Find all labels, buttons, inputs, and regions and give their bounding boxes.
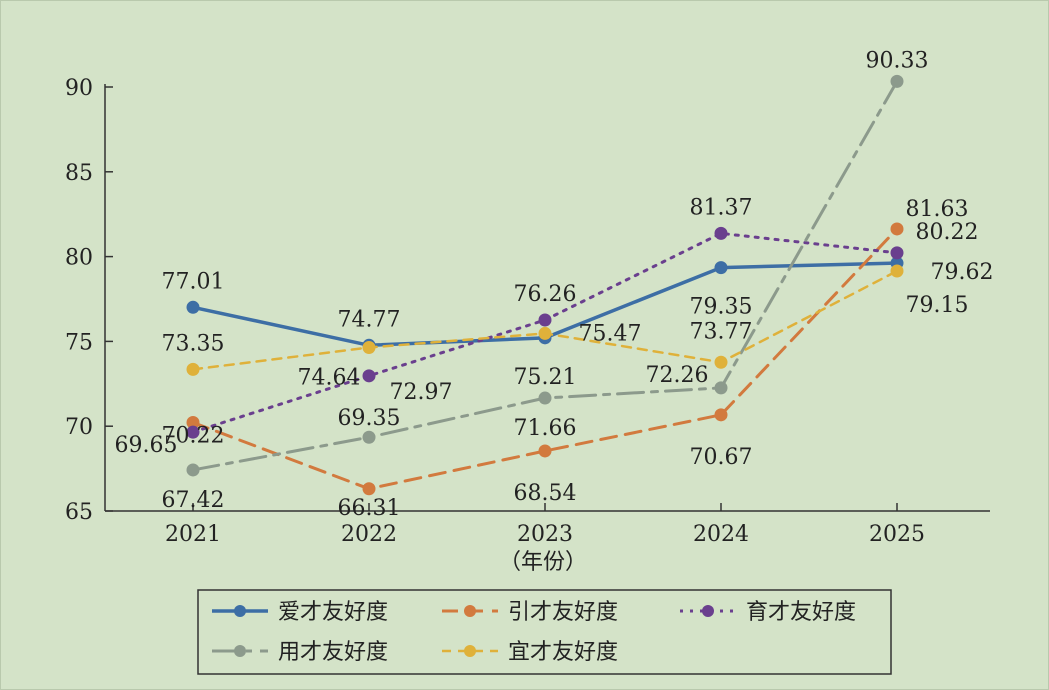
data-label: 71.66: [514, 416, 577, 441]
data-label: 79.62: [931, 260, 994, 285]
data-label: 81.63: [906, 197, 969, 222]
data-label: 74.64: [298, 366, 361, 391]
data-point: [186, 300, 200, 314]
data-label: 76.26: [514, 282, 577, 307]
x-tick-label: 2022: [341, 522, 397, 547]
data-point: [714, 226, 728, 240]
data-labels: 77.01 74.77 75.21 79.35 79.62 70.22 66.31 68.54…: [115, 48, 994, 520]
data-label: 79.35: [690, 295, 753, 320]
x-tick-label: 2021: [165, 522, 221, 547]
data-point: [714, 408, 728, 422]
legend-label: 爱才友好度: [278, 600, 388, 625]
legend-label: 育才友好度: [746, 600, 856, 625]
x-tick-label: 2025: [869, 522, 925, 547]
legend-swatch-marker: [702, 605, 714, 617]
data-label: 81.37: [690, 195, 753, 220]
data-point: [890, 222, 904, 236]
data-point: [538, 444, 552, 458]
data-label: 70.22: [162, 423, 225, 448]
data-label: 75.21: [514, 365, 577, 390]
data-point: [714, 261, 728, 275]
legend-swatch-marker: [234, 605, 246, 617]
series-line-4: [191, 79, 899, 472]
data-point: [890, 74, 904, 88]
series-line-2: [191, 227, 899, 491]
data-point: [890, 264, 904, 278]
data-point: [186, 362, 200, 376]
data-point: [538, 313, 552, 327]
axes: 65 70 75 80 85 90 2021 2022 2023 2024 2025: [65, 76, 990, 547]
legend-label: 用才友好度: [278, 640, 388, 665]
y-tick-label: 75: [65, 330, 93, 355]
legend-swatch-marker: [464, 605, 476, 617]
y-tick-label: 65: [65, 500, 93, 525]
series-group: [186, 74, 904, 496]
data-label: 67.42: [162, 488, 225, 513]
y-tick-label: 85: [65, 161, 93, 186]
data-label: 73.77: [690, 319, 753, 344]
legend-swatch-marker: [464, 645, 476, 657]
legend-swatch-marker: [234, 645, 246, 657]
legend-label: 引才友好度: [508, 600, 618, 625]
data-label: 72.97: [390, 380, 453, 405]
data-label: 79.15: [906, 293, 969, 318]
x-tick-label: 2024: [693, 522, 749, 547]
data-point: [362, 482, 376, 496]
data-point: [362, 369, 376, 383]
data-label: 73.35: [162, 331, 225, 356]
data-point: [890, 246, 904, 260]
data-point: [714, 381, 728, 395]
data-label: 72.26: [646, 363, 709, 388]
data-label: 75.47: [579, 321, 642, 346]
data-label: 68.54: [514, 481, 577, 506]
data-point: [538, 326, 552, 340]
data-point: [186, 415, 200, 429]
x-axis-title: （年份）: [499, 550, 587, 575]
data-label: 74.77: [338, 307, 401, 332]
data-point: [362, 430, 376, 444]
data-label: 90.33: [866, 48, 929, 73]
data-label: 77.01: [162, 269, 225, 294]
data-point: [186, 463, 200, 477]
y-tick-label: 90: [65, 76, 93, 101]
legend-box: [197, 589, 892, 675]
data-label: 70.67: [690, 445, 753, 470]
data-point: [362, 341, 376, 355]
y-tick-label: 70: [65, 415, 93, 440]
data-label: 69.65: [115, 433, 178, 458]
data-point: [714, 355, 728, 369]
data-label: 69.35: [338, 406, 401, 431]
legend-label: 宜才友好度: [508, 640, 618, 665]
y-tick-label: 80: [65, 246, 93, 271]
x-tick-label: 2023: [517, 522, 573, 547]
data-point: [186, 425, 200, 439]
data-label: 66.31: [338, 496, 401, 521]
data-label: 80.22: [916, 220, 979, 245]
data-point: [538, 391, 552, 405]
